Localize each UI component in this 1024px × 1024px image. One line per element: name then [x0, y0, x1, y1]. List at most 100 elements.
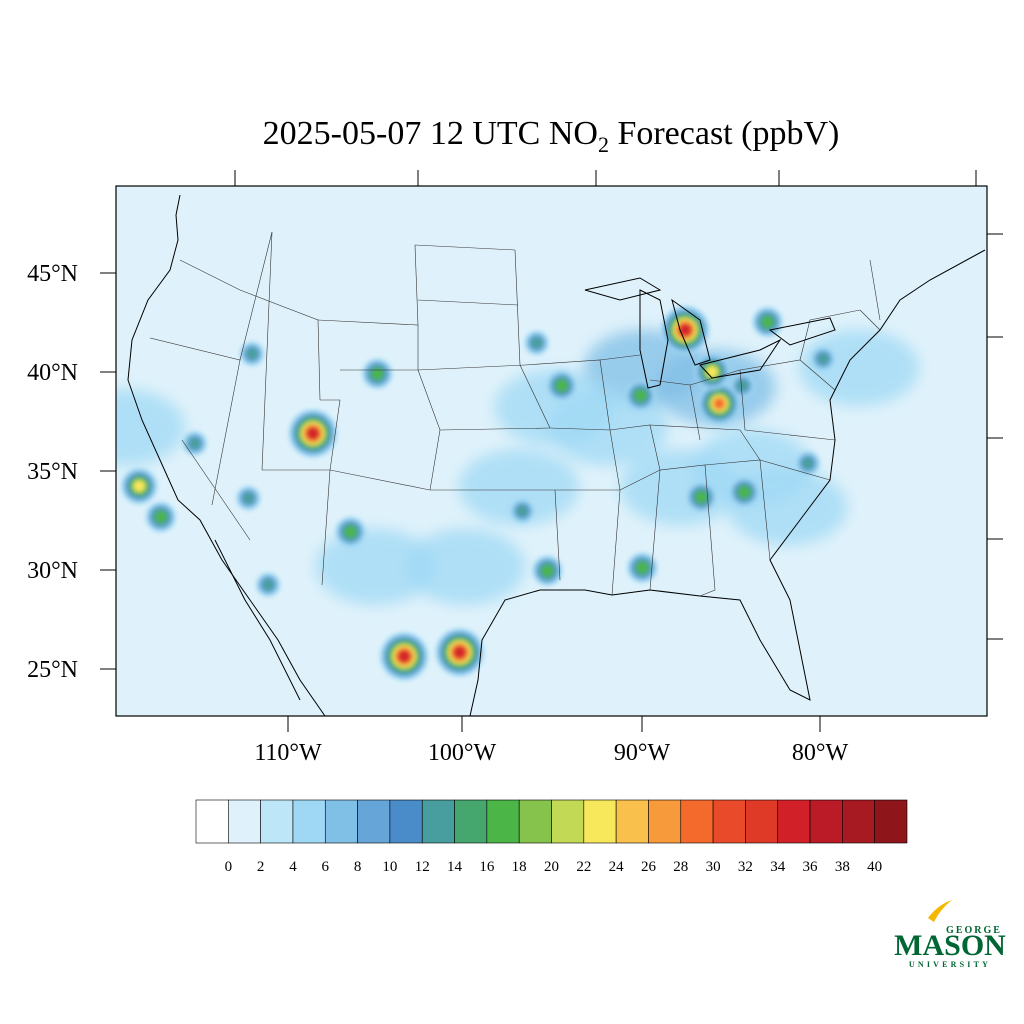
colorbar-bin: [842, 799, 875, 844]
hotspot: [335, 516, 366, 547]
colorbar-bin: [583, 799, 617, 844]
colorbar-bin: [680, 799, 714, 844]
colorbar-bin: [809, 799, 843, 844]
field-patch: [405, 528, 526, 605]
lon-label: 80°W: [792, 740, 849, 766]
colorbar-tick-label: 22: [576, 859, 591, 875]
colorbar-tick-label: 10: [382, 859, 397, 875]
colorbar-tick-label: 32: [738, 859, 753, 875]
hotspot: [380, 632, 429, 681]
field-patch: [619, 449, 740, 526]
colorbar-bin: [777, 799, 811, 844]
colorbar-tick-label: 24: [609, 859, 625, 875]
chart-title: 2025-05-07 12 UTC NO2 Forecast (ppbV): [263, 115, 840, 157]
colorbar: [195, 799, 908, 844]
logo-flame-icon: [928, 900, 952, 922]
hotspot: [362, 358, 393, 389]
lon-label: 100°W: [428, 740, 497, 766]
field-patch: [315, 528, 436, 605]
colorbar-tick-label: 14: [447, 859, 463, 875]
hotspot: [51, 202, 81, 232]
colorbar-bin: [551, 799, 585, 844]
colorbar-bin: [874, 799, 908, 844]
colorbar-labels: 0 2 4 6 8 10 12 14 16 18 20 22 24 26 28 30 32 34 36 38 40: [225, 859, 883, 875]
colorbar-tick-label: 28: [673, 859, 688, 875]
colorbar-tick-label: 12: [415, 859, 430, 875]
hotspot: [435, 628, 484, 677]
colorbar-tick-label: 20: [544, 859, 559, 875]
hotspot: [625, 380, 656, 411]
colorbar-tick-label: 26: [641, 859, 657, 875]
colorbar-tick-label: 40: [867, 859, 882, 875]
hotspot: [524, 330, 549, 355]
colorbar-bin: [389, 799, 423, 844]
colorbar-bin: [195, 799, 229, 844]
colorbar-bin: [421, 799, 455, 844]
hotspot: [236, 486, 261, 511]
title-subscript: 2: [598, 132, 609, 157]
lat-label: 30°N: [27, 558, 78, 584]
colorbar-bin: [260, 799, 294, 844]
lat-label: 35°N: [27, 459, 78, 485]
colorbar-tick-label: 2: [257, 859, 265, 875]
field-patch: [494, 369, 615, 446]
colorbar-tick-label: 6: [322, 859, 330, 875]
hotspot: [627, 552, 658, 583]
logo-bottom-text: UNIVERSITY: [909, 960, 991, 969]
hotspot: [288, 409, 337, 458]
hotspot: [51, 399, 81, 429]
hotspot: [510, 499, 535, 524]
logo-main-text: MASON: [894, 929, 1006, 962]
title-suffix: Forecast (ppbV): [609, 115, 839, 152]
colorbar-tick-label: 34: [770, 859, 786, 875]
colorbar-bin: [518, 799, 552, 844]
no2-field-hotspots: [51, 202, 836, 681]
logo-top-text: GEORGE: [946, 925, 1002, 936]
hotspot: [752, 307, 783, 337]
tick-marks: [100, 170, 1003, 732]
lat-label: 45°N: [27, 261, 78, 287]
colorbar-tick-label: 0: [225, 859, 233, 875]
lat-label: 40°N: [27, 360, 78, 386]
hotspot: [240, 341, 265, 366]
colorbar-tick-label: 30: [706, 859, 721, 875]
hotspot: [686, 482, 717, 513]
colorbar-bin: [745, 799, 779, 844]
longitude-labels: 110°W 100°W 90°W 80°W: [254, 740, 848, 766]
map-frame: [115, 185, 988, 717]
hotspot: [182, 431, 207, 456]
lon-label: 90°W: [614, 740, 671, 766]
lon-label: 110°W: [254, 740, 322, 766]
colorbar-tick-label: 36: [803, 859, 819, 875]
map-panel: 45°N 40°N 35°N 30°N 25°N 110°W 100°W 90°…: [27, 170, 1003, 766]
university-logo: GEORGE MASON UNIVERSITY: [894, 900, 1006, 969]
field-patch: [116, 389, 185, 466]
hotspot: [795, 451, 820, 476]
colorbar-bin: [228, 799, 261, 844]
colorbar-tick-label: 16: [479, 859, 495, 875]
colorbar-bin: [486, 799, 520, 844]
colorbar-bin: [615, 799, 649, 844]
coastlines: [127, 194, 986, 716]
latitude-labels: 45°N 40°N 35°N 30°N 25°N: [27, 261, 78, 683]
hotspot: [145, 502, 176, 533]
hotspot: [729, 477, 760, 508]
title-prefix: 2025-05-07 12 UTC NO: [263, 115, 598, 152]
hotspot: [121, 468, 158, 505]
hotspot: [730, 373, 755, 398]
colorbar-tick-label: 8: [354, 859, 362, 875]
colorbar-bin: [357, 799, 391, 844]
colorbar-tick-label: 38: [835, 859, 850, 875]
colorbar-tick-label: 4: [289, 859, 297, 875]
colorbar-bin: [324, 799, 358, 844]
hotspot: [256, 572, 281, 597]
hotspot: [698, 382, 741, 425]
field-patch: [458, 449, 579, 526]
colorbar-bin: [648, 799, 682, 844]
lat-label: 25°N: [27, 657, 78, 683]
hotspot: [532, 555, 563, 586]
colorbar-bin: [454, 799, 488, 844]
colorbar-tick-label: 18: [512, 859, 527, 875]
hotspot: [811, 346, 836, 371]
